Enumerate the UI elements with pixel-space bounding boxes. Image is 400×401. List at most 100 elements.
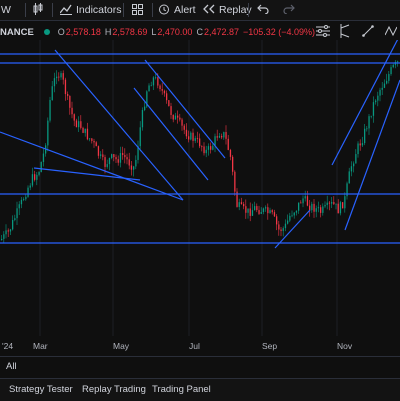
candle-body	[276, 216, 278, 225]
time-axis[interactable]: '24 Mar May Jul Sep Nov	[0, 338, 400, 356]
candle-body	[122, 153, 124, 155]
replay-button[interactable]: Replay	[203, 3, 252, 17]
pattern-tool-button[interactable]	[384, 24, 398, 40]
low-value: 2,470.00	[157, 27, 193, 37]
candle-body	[185, 129, 188, 137]
candle-body	[368, 116, 370, 129]
candle-body	[119, 153, 122, 163]
candle-body	[361, 143, 364, 146]
indicators-button[interactable]: Indicators	[59, 3, 122, 17]
candle-body	[106, 164, 108, 167]
candle-body	[359, 143, 361, 146]
time-axis-label: Jul	[189, 341, 200, 351]
candle-body	[3, 234, 5, 239]
candle-body	[126, 157, 128, 160]
trend-line[interactable]	[344, 79, 400, 231]
object-tree-button[interactable]	[316, 24, 330, 40]
candle-body	[232, 156, 234, 172]
bottom-panel-tabs: Strategy Tester Replay Trading Trading P…	[0, 378, 400, 401]
zigzag-icon	[384, 25, 398, 40]
candle-body	[16, 208, 18, 219]
candle-body	[181, 119, 183, 126]
candle-body	[97, 146, 100, 156]
candle-body	[58, 76, 60, 78]
candle-body	[60, 73, 62, 78]
tab-strategy-tester[interactable]: Strategy Tester	[9, 384, 73, 395]
trend-line-tool-button[interactable]	[362, 24, 374, 40]
candle-body	[201, 146, 203, 148]
candle-body	[190, 132, 192, 140]
candle-body	[20, 199, 23, 205]
candle-body	[199, 138, 201, 147]
candle-body	[139, 127, 141, 147]
candle-body	[254, 206, 256, 211]
candle-body	[311, 203, 313, 211]
candle-body	[5, 230, 7, 235]
alarm-clock-icon	[158, 3, 170, 17]
fork-icon	[339, 23, 351, 41]
replay-label: Replay	[219, 4, 252, 16]
candle-body	[196, 138, 199, 139]
trend-line[interactable]	[331, 40, 400, 166]
toolbar-divider	[248, 3, 249, 17]
candle-body	[357, 143, 359, 155]
candle-body	[93, 140, 95, 143]
redo-button[interactable]	[283, 3, 299, 17]
candle-body	[203, 146, 205, 154]
candle-body	[353, 163, 355, 167]
undo-button[interactable]	[257, 3, 273, 17]
tab-trading-panel[interactable]: Trading Panel	[152, 384, 211, 395]
candle-body	[29, 185, 31, 188]
candle-body	[53, 78, 56, 87]
candle-body	[328, 202, 331, 204]
candle-body	[150, 85, 152, 87]
candle-body	[331, 202, 333, 204]
candle-body	[335, 203, 337, 205]
alert-button[interactable]: Alert	[158, 3, 196, 17]
candle-body	[348, 171, 350, 184]
candle-body	[40, 161, 42, 173]
candle-body	[269, 210, 271, 214]
trend-line[interactable]	[133, 87, 209, 181]
candle-body	[67, 94, 69, 96]
tab-replay-trading[interactable]: Replay Trading	[82, 384, 146, 395]
candle-body	[124, 154, 126, 158]
candlestick-series	[1, 59, 399, 243]
candle-body	[293, 212, 295, 216]
candle-body	[168, 100, 170, 107]
templates-button[interactable]	[132, 3, 147, 17]
candle-body	[278, 224, 280, 230]
candle-body	[56, 76, 58, 79]
candle-body	[302, 198, 304, 204]
trend-line[interactable]	[144, 59, 226, 159]
candle-body	[355, 154, 357, 164]
fork-tool-button[interactable]	[339, 23, 351, 41]
candle-body	[194, 138, 196, 141]
redo-icon	[283, 4, 295, 16]
candle-body	[64, 79, 67, 95]
candle-body	[258, 210, 260, 214]
indicators-icon	[59, 4, 72, 17]
range-all-button[interactable]: All	[6, 361, 17, 372]
time-axis-label: May	[113, 341, 130, 351]
candle-body	[170, 106, 172, 115]
interval-label: W	[1, 4, 11, 16]
candle-body	[148, 85, 150, 92]
candle-body	[75, 120, 78, 128]
candle-body	[273, 212, 276, 217]
candle-body	[280, 229, 282, 231]
trend-line-drawings	[0, 40, 400, 249]
trend-line[interactable]	[54, 49, 184, 201]
trend-line[interactable]	[0, 131, 184, 201]
interval-button[interactable]: W	[1, 3, 11, 17]
candle-body	[366, 128, 368, 130]
trend-line[interactable]	[33, 167, 141, 181]
candle-body	[62, 73, 64, 80]
candle-body	[262, 208, 265, 213]
chart-type-button[interactable]	[33, 3, 47, 17]
candle-body	[117, 159, 119, 163]
trend-line[interactable]	[274, 209, 311, 249]
toolbar-divider	[25, 3, 26, 17]
candle-body	[322, 206, 324, 213]
price-chart[interactable]	[0, 40, 400, 336]
